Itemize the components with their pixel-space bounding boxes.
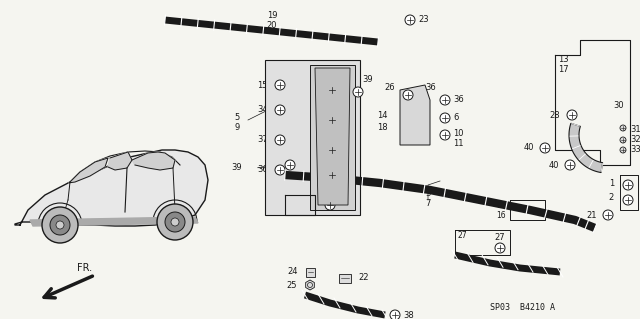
- Polygon shape: [306, 280, 314, 290]
- Text: 14: 14: [378, 110, 388, 120]
- Text: SP03  B4210 A: SP03 B4210 A: [490, 303, 555, 313]
- Text: 36: 36: [257, 166, 268, 174]
- Text: 27: 27: [495, 234, 506, 242]
- Polygon shape: [108, 152, 132, 170]
- Text: 15: 15: [257, 80, 268, 90]
- Text: 27: 27: [458, 231, 468, 240]
- Polygon shape: [569, 123, 603, 173]
- Circle shape: [275, 135, 285, 145]
- Circle shape: [353, 87, 363, 97]
- Text: 24: 24: [287, 268, 298, 277]
- Text: 13: 13: [558, 56, 568, 64]
- Circle shape: [440, 130, 450, 140]
- Text: 37: 37: [340, 115, 351, 124]
- Circle shape: [56, 221, 64, 229]
- Circle shape: [275, 165, 285, 175]
- Text: 39: 39: [362, 76, 372, 85]
- Circle shape: [165, 212, 185, 232]
- Text: 17: 17: [558, 65, 568, 75]
- Text: 36: 36: [425, 83, 436, 92]
- Circle shape: [440, 113, 450, 123]
- Text: 40: 40: [548, 160, 559, 169]
- Circle shape: [540, 143, 550, 153]
- Text: 4: 4: [269, 196, 275, 204]
- Circle shape: [171, 218, 179, 226]
- Polygon shape: [315, 68, 350, 205]
- Polygon shape: [400, 85, 430, 145]
- Circle shape: [440, 95, 450, 105]
- Text: 39: 39: [232, 164, 242, 173]
- Text: 29: 29: [338, 201, 349, 210]
- Circle shape: [567, 110, 577, 120]
- Text: 22: 22: [358, 273, 369, 283]
- Bar: [305, 268, 314, 277]
- Text: 35: 35: [340, 170, 351, 180]
- Circle shape: [623, 195, 633, 205]
- Text: FR.: FR.: [77, 263, 93, 273]
- Circle shape: [565, 160, 575, 170]
- Text: 6: 6: [453, 114, 458, 122]
- Polygon shape: [30, 217, 198, 226]
- Circle shape: [623, 180, 633, 190]
- Text: 25: 25: [287, 280, 297, 290]
- Circle shape: [327, 145, 337, 155]
- Text: 28: 28: [549, 110, 560, 120]
- Text: 35: 35: [340, 85, 351, 94]
- Circle shape: [620, 137, 626, 143]
- Circle shape: [275, 80, 285, 90]
- Text: 10: 10: [453, 129, 463, 137]
- Circle shape: [327, 115, 337, 125]
- Text: 34: 34: [257, 106, 268, 115]
- Circle shape: [327, 170, 337, 180]
- Circle shape: [620, 147, 626, 153]
- Circle shape: [620, 125, 626, 131]
- Text: 16: 16: [497, 211, 506, 219]
- Circle shape: [325, 200, 335, 210]
- Circle shape: [157, 204, 193, 240]
- Circle shape: [403, 90, 413, 100]
- Text: 31: 31: [630, 125, 640, 135]
- Text: 23: 23: [418, 16, 429, 25]
- Circle shape: [50, 215, 70, 235]
- Circle shape: [405, 15, 415, 25]
- Text: 1: 1: [609, 179, 614, 188]
- Text: 36: 36: [453, 95, 464, 105]
- Circle shape: [495, 243, 505, 253]
- Polygon shape: [310, 65, 355, 210]
- Text: 12: 12: [497, 201, 506, 210]
- Polygon shape: [15, 150, 208, 226]
- Bar: [339, 273, 351, 283]
- Circle shape: [275, 105, 285, 115]
- Text: 9: 9: [234, 123, 239, 132]
- Text: 18: 18: [378, 123, 388, 132]
- Text: 3: 3: [426, 189, 431, 197]
- Text: 33: 33: [630, 145, 640, 154]
- Polygon shape: [132, 152, 175, 170]
- Circle shape: [285, 160, 295, 170]
- Text: 38: 38: [403, 310, 413, 319]
- Text: 8: 8: [269, 205, 275, 214]
- Text: 40: 40: [524, 144, 534, 152]
- Circle shape: [603, 210, 613, 220]
- Text: 20: 20: [267, 21, 277, 31]
- Circle shape: [42, 207, 78, 243]
- Text: 11: 11: [453, 138, 463, 147]
- Polygon shape: [265, 60, 360, 215]
- Text: 19: 19: [267, 11, 277, 20]
- Text: 2: 2: [609, 194, 614, 203]
- Text: 21: 21: [586, 211, 597, 219]
- Text: 26: 26: [385, 84, 395, 93]
- Circle shape: [390, 310, 400, 319]
- Text: 5: 5: [234, 114, 239, 122]
- Text: 30: 30: [613, 100, 623, 109]
- Text: 7: 7: [426, 198, 431, 207]
- Circle shape: [327, 85, 337, 95]
- Text: 36: 36: [340, 145, 351, 154]
- Text: 32: 32: [630, 136, 640, 145]
- Polygon shape: [68, 158, 108, 183]
- Text: 37: 37: [257, 136, 268, 145]
